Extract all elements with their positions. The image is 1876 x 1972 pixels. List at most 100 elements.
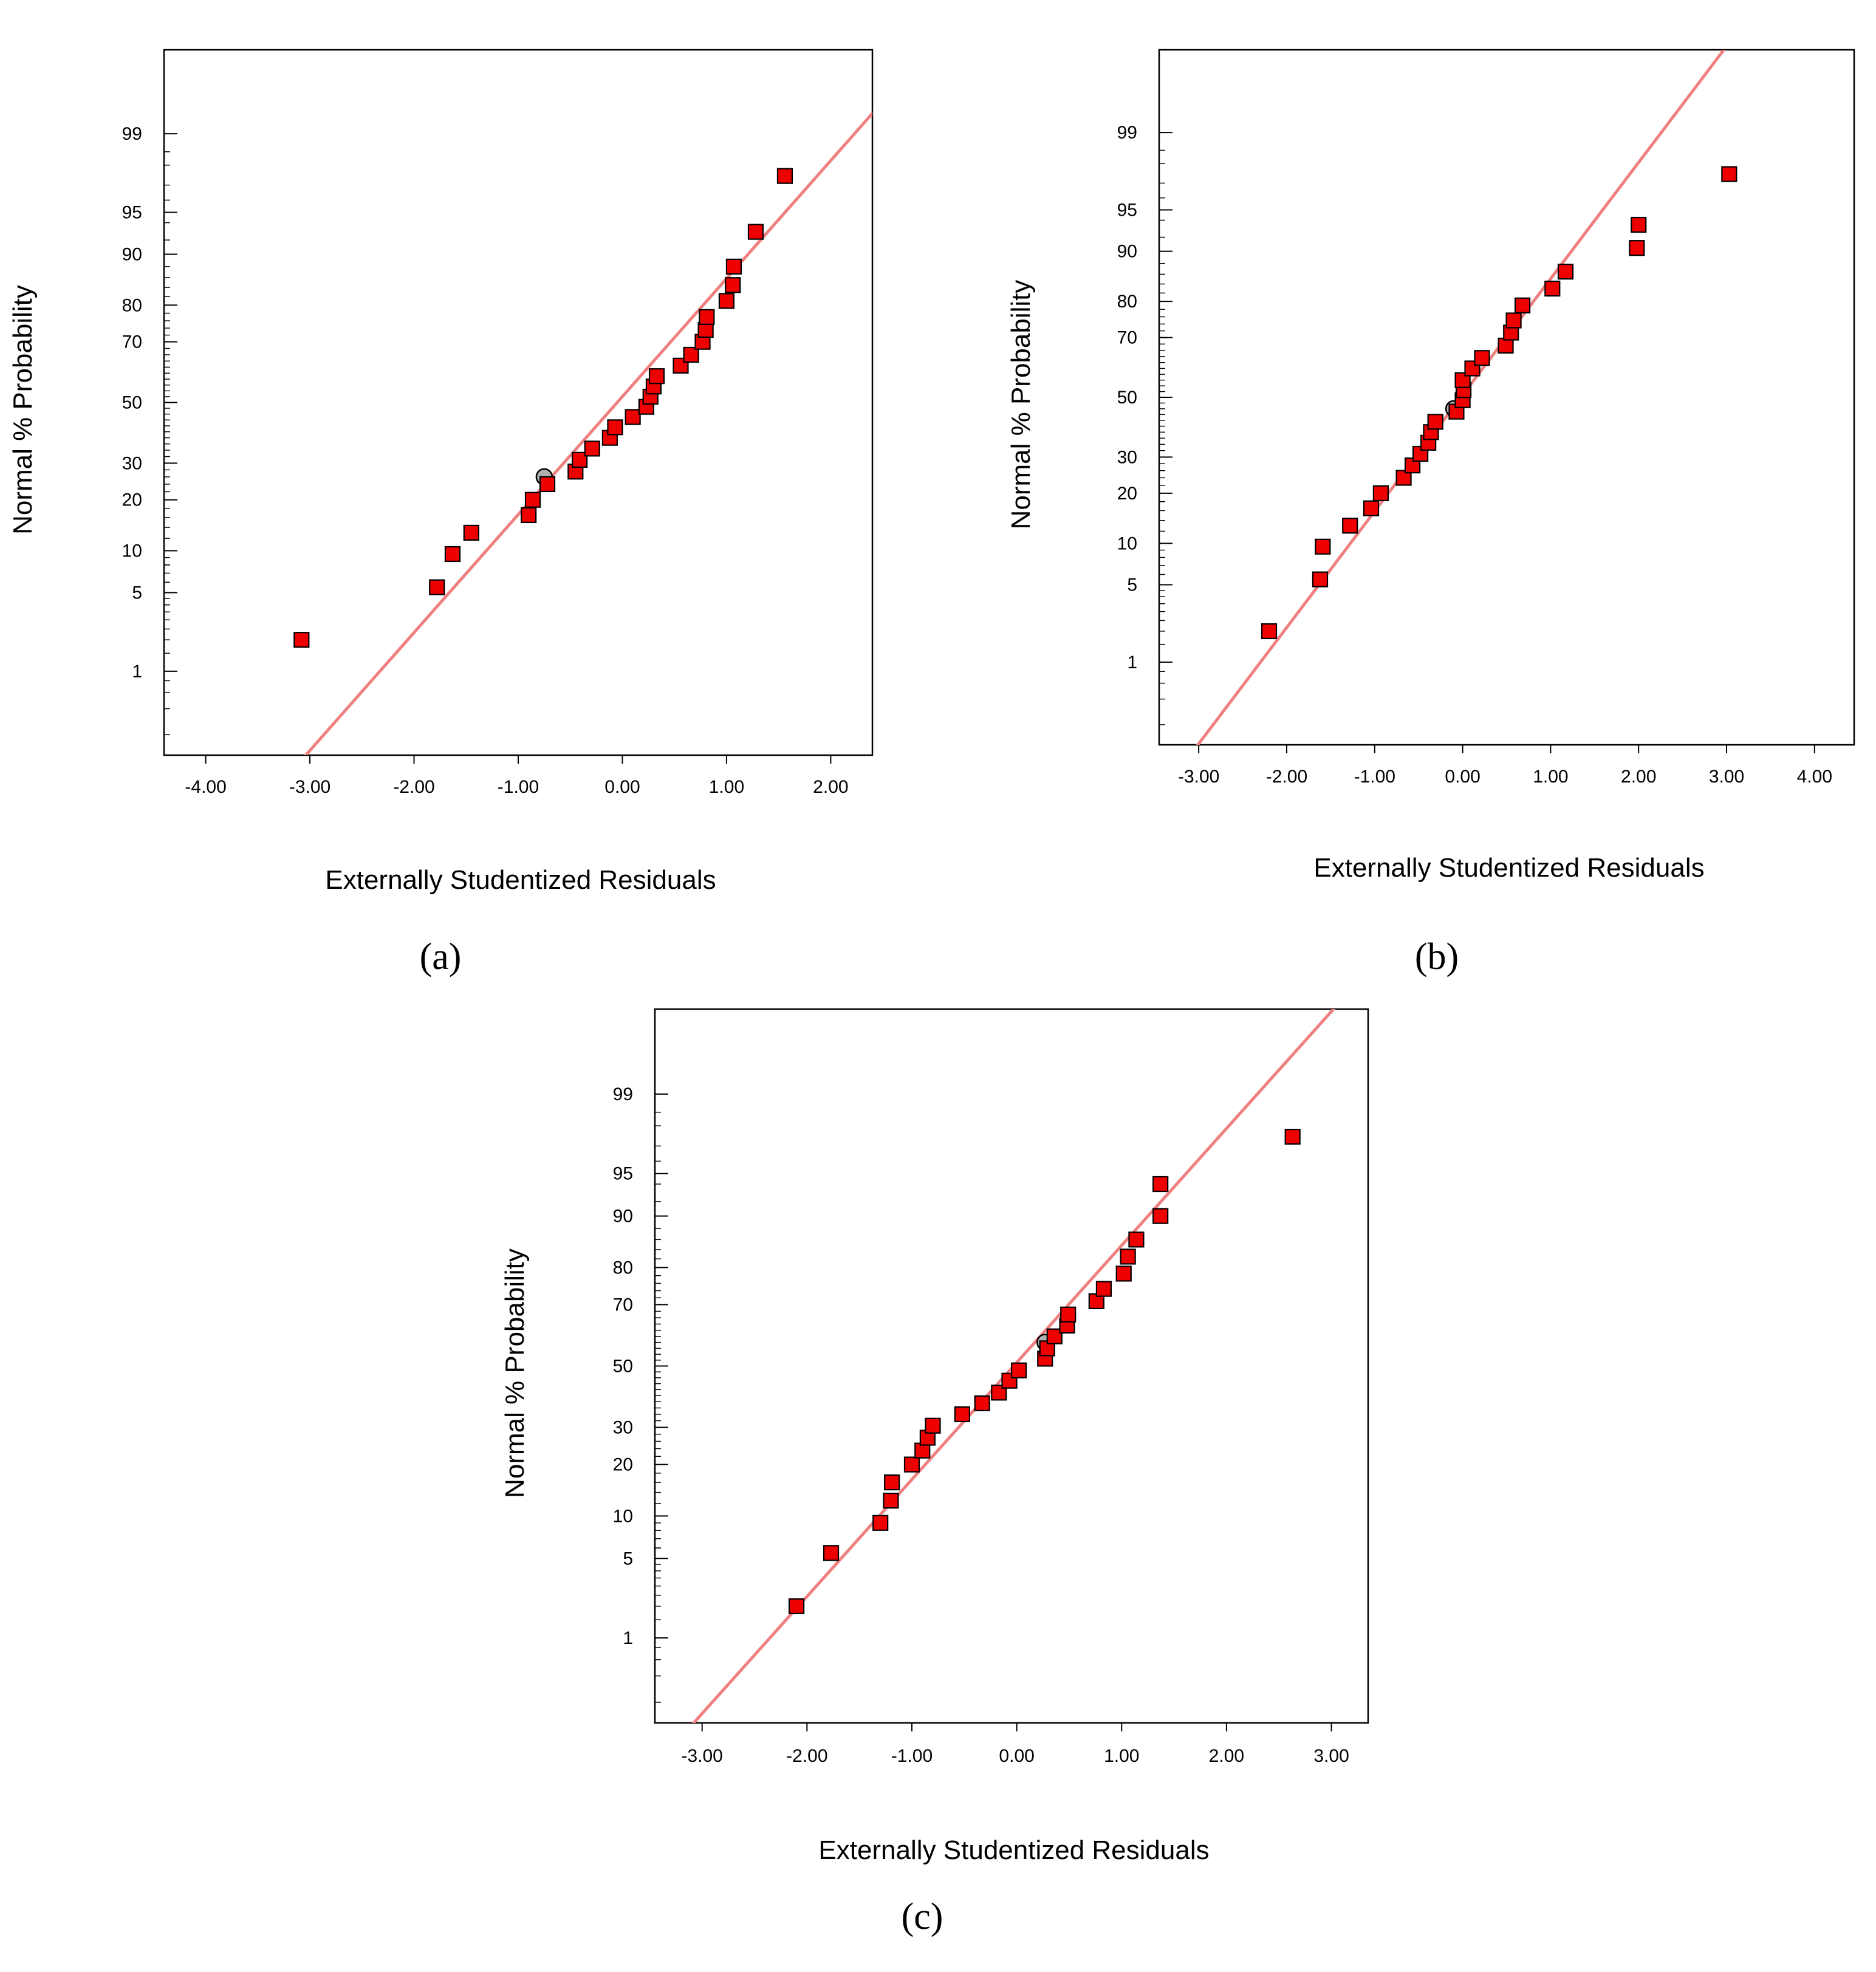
data-point xyxy=(429,579,445,595)
x-tick-label: -1.00 xyxy=(891,1746,933,1766)
data-point xyxy=(1315,538,1331,555)
y-tick-label: 10 xyxy=(613,1506,633,1526)
x-tick-label: 1.00 xyxy=(1533,767,1568,787)
normal-fit-line xyxy=(1196,50,1726,745)
y-tick-label: 30 xyxy=(122,453,142,473)
data-point xyxy=(607,419,623,436)
y-tick-label: 20 xyxy=(613,1455,633,1475)
y-tick-label: 10 xyxy=(1117,533,1137,553)
x-tick-label: 3.00 xyxy=(1313,1746,1349,1766)
y-axis-title: Normal % Probability xyxy=(8,285,38,535)
plot-frame xyxy=(163,49,874,756)
y-tick-label: 1 xyxy=(1127,652,1137,673)
data-point xyxy=(725,277,741,293)
y-tick-label: 20 xyxy=(1117,484,1137,504)
data-point xyxy=(539,476,556,493)
data-point xyxy=(699,309,715,325)
data-point xyxy=(1060,1306,1077,1323)
y-tick-label: 5 xyxy=(1127,575,1137,595)
y-tick-label: 80 xyxy=(122,295,142,315)
data-point xyxy=(725,258,742,275)
y-tick-label: 90 xyxy=(122,245,142,265)
y-axis-title: Normal % Probability xyxy=(500,1248,530,1498)
data-point xyxy=(1631,216,1647,233)
x-tick-label: -3.00 xyxy=(681,1746,722,1766)
data-point xyxy=(584,440,600,457)
data-point xyxy=(521,507,537,524)
y-tick-label: 80 xyxy=(1117,292,1137,312)
data-point xyxy=(954,1406,970,1423)
y-tick-label: 90 xyxy=(1117,242,1137,262)
x-tick-label: -2.00 xyxy=(1266,767,1307,787)
panel-c: 1 5 10 20 30 50 70 80 90 95 99 -3.00 -2.00 -1.00 0.00 1… xyxy=(500,1008,1369,1937)
data-point xyxy=(823,1545,840,1561)
data-point xyxy=(788,1598,805,1614)
x-tick-label: -4.00 xyxy=(185,777,226,797)
y-tick-label: 20 xyxy=(122,490,142,510)
x-tick-label: 2.00 xyxy=(813,777,848,797)
y-tick-label: 99 xyxy=(122,124,142,144)
x-tick-label: -2.00 xyxy=(786,1746,827,1766)
panel-b: 1 5 10 20 30 50 70 80 90 95 99 -3.00 -2.00 -1.00 0.00 1… xyxy=(1006,49,1855,977)
data-point xyxy=(1128,1231,1145,1248)
normal-fit-line xyxy=(304,111,872,755)
data-point xyxy=(1427,414,1443,430)
x-tick-label: -3.00 xyxy=(289,777,330,797)
data-point xyxy=(1152,1176,1169,1193)
y-tick-label: 70 xyxy=(122,332,142,352)
data-point xyxy=(974,1395,990,1411)
x-axis-title: Externally Studentized Residuals xyxy=(818,1835,1209,1865)
data-point xyxy=(1505,312,1522,329)
data-point xyxy=(1261,623,1278,640)
x-tick-label: -3.00 xyxy=(1178,767,1219,787)
data-point xyxy=(1120,1248,1136,1265)
x-tick-label: 1.00 xyxy=(709,777,744,797)
data-point xyxy=(1372,485,1389,501)
y-tick-label: 5 xyxy=(623,1549,633,1569)
data-point xyxy=(925,1417,941,1434)
data-point xyxy=(444,546,461,563)
y-tick-label: 50 xyxy=(613,1357,633,1377)
x-tick-label: 0.00 xyxy=(604,777,640,797)
data-point xyxy=(1284,1129,1301,1145)
data-point xyxy=(625,409,641,425)
data-point xyxy=(776,168,793,184)
data-point xyxy=(1464,360,1481,377)
x-tick-label: 0.00 xyxy=(1445,767,1480,787)
y-tick-label: 50 xyxy=(1117,388,1137,408)
data-point xyxy=(1095,1281,1112,1297)
x-tick-label: 2.00 xyxy=(1209,1746,1244,1766)
data-point xyxy=(1629,240,1645,256)
y-tick-label: 30 xyxy=(1117,447,1137,467)
data-point xyxy=(648,368,665,385)
data-point xyxy=(1342,518,1358,534)
data-point xyxy=(1312,571,1329,587)
x-axis-title: Externally Studentized Residuals xyxy=(1313,853,1704,883)
data-point xyxy=(1010,1362,1027,1378)
x-tick-label: 3.00 xyxy=(1709,767,1744,787)
data-point xyxy=(883,1493,899,1509)
data-point xyxy=(1474,350,1490,366)
data-point xyxy=(903,1456,920,1473)
plot-frame xyxy=(1158,49,1855,746)
data-point xyxy=(1557,263,1574,280)
y-tick-label: 50 xyxy=(122,393,142,413)
data-point xyxy=(293,632,310,648)
data-point xyxy=(1514,297,1531,313)
x-axis-title: Externally Studentized Residuals xyxy=(325,865,716,895)
x-tick-label: -1.00 xyxy=(498,777,539,797)
y-axis-title: Normal % Probability xyxy=(1006,280,1036,530)
panel-label: (c) xyxy=(902,1896,943,1937)
data-point xyxy=(1152,1208,1169,1224)
data-point xyxy=(683,346,699,363)
y-tick-label: 95 xyxy=(613,1164,633,1184)
y-tick-label: 99 xyxy=(613,1084,633,1104)
data-point xyxy=(747,224,764,240)
x-tick-label: -2.00 xyxy=(393,777,434,797)
y-tick-label: 30 xyxy=(613,1418,633,1438)
data-point xyxy=(872,1515,889,1531)
y-tick-label: 95 xyxy=(1117,200,1137,221)
y-tick-label: 90 xyxy=(613,1207,633,1227)
y-tick-label: 70 xyxy=(1117,328,1137,348)
